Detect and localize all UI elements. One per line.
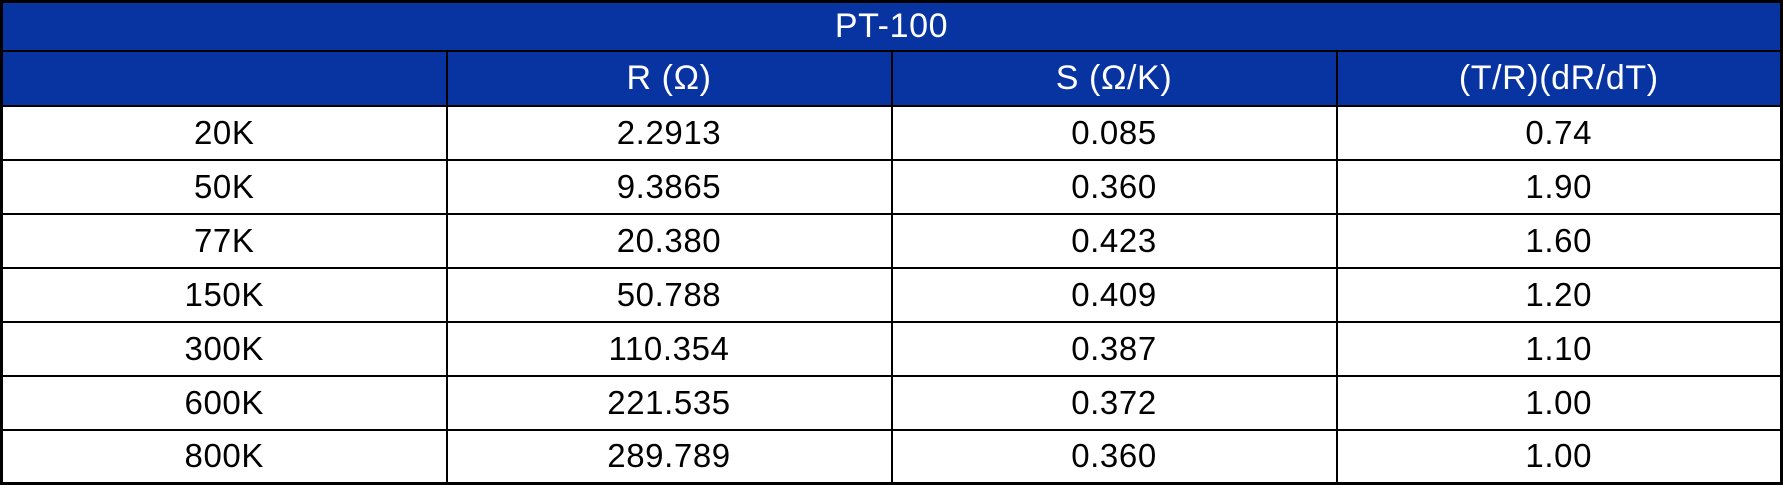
table-row: 150K 50.788 0.409 1.20: [0, 266, 1783, 323]
column-header-dimensionless-sensitivity: (T/R)(dR/dT): [1335, 49, 1783, 107]
table-row: 800K 289.789 0.360 1.00: [0, 428, 1783, 485]
cell-temperature: 77K: [0, 212, 448, 269]
cell-dimensionless-sensitivity: 1.10: [1335, 320, 1783, 377]
cell-sensitivity: 0.360: [890, 158, 1338, 215]
table-title-row: PT-100: [0, 0, 1783, 52]
cell-resistance: 2.2913: [445, 104, 893, 161]
cell-resistance: 50.788: [445, 266, 893, 323]
cell-sensitivity: 0.085: [890, 104, 1338, 161]
cell-resistance: 9.3865: [445, 158, 893, 215]
cell-dimensionless-sensitivity: 1.90: [1335, 158, 1783, 215]
table-row: 20K 2.2913 0.085 0.74: [0, 104, 1783, 161]
cell-sensitivity: 0.409: [890, 266, 1338, 323]
cell-temperature: 50K: [0, 158, 448, 215]
column-header-sensitivity: S (Ω/K): [890, 49, 1338, 107]
table-title: PT-100: [0, 0, 1783, 52]
column-header-resistance: R (Ω): [445, 49, 893, 107]
cell-temperature: 600K: [0, 374, 448, 431]
table-row: 50K 9.3865 0.360 1.90: [0, 158, 1783, 215]
cell-resistance: 221.535: [445, 374, 893, 431]
cell-temperature: 150K: [0, 266, 448, 323]
cell-sensitivity: 0.387: [890, 320, 1338, 377]
cell-dimensionless-sensitivity: 1.00: [1335, 374, 1783, 431]
cell-temperature: 800K: [0, 428, 448, 485]
cell-sensitivity: 0.372: [890, 374, 1338, 431]
cell-dimensionless-sensitivity: 0.74: [1335, 104, 1783, 161]
table-row: 600K 221.535 0.372 1.00: [0, 374, 1783, 431]
column-header-row: R (Ω) S (Ω/K) (T/R)(dR/dT): [0, 49, 1783, 107]
cell-resistance: 20.380: [445, 212, 893, 269]
column-header-temperature: [0, 49, 448, 107]
cell-dimensionless-sensitivity: 1.60: [1335, 212, 1783, 269]
cell-temperature: 300K: [0, 320, 448, 377]
cell-resistance: 289.789: [445, 428, 893, 485]
table-row: 77K 20.380 0.423 1.60: [0, 212, 1783, 269]
table-row: 300K 110.354 0.387 1.10: [0, 320, 1783, 377]
cell-dimensionless-sensitivity: 1.20: [1335, 266, 1783, 323]
cell-dimensionless-sensitivity: 1.00: [1335, 428, 1783, 485]
cell-sensitivity: 0.360: [890, 428, 1338, 485]
cell-temperature: 20K: [0, 104, 448, 161]
cell-resistance: 110.354: [445, 320, 893, 377]
cell-sensitivity: 0.423: [890, 212, 1338, 269]
